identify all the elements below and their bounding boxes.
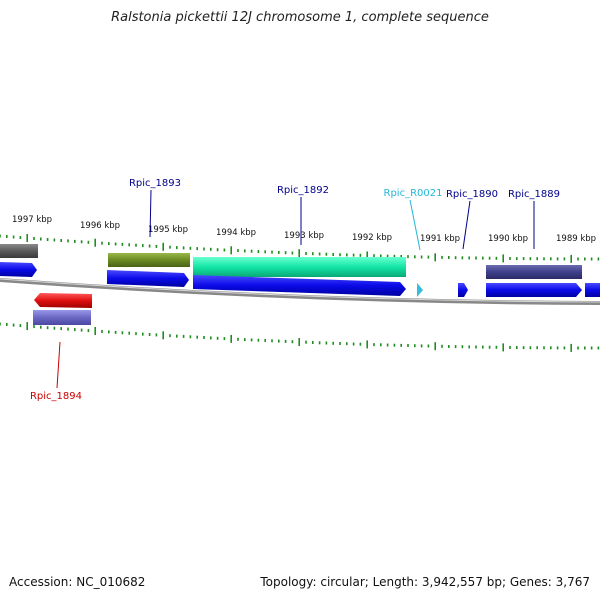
tick-label-1991: 1991 kbp bbox=[420, 234, 460, 244]
leader-rpic-r0021 bbox=[409, 199, 421, 251]
backbone-circle bbox=[0, 278, 600, 305]
tick-row-inner bbox=[0, 322, 600, 352]
map-title: Ralstonia pickettii 12J chromosome 1, co… bbox=[111, 10, 489, 25]
backbone-highlight bbox=[0, 278, 600, 303]
cog-feature-green[interactable] bbox=[108, 253, 190, 267]
rna-arrow-r0021[interactable] bbox=[417, 283, 423, 297]
tick-row-outer bbox=[0, 234, 600, 263]
cog-feature-navy[interactable] bbox=[486, 265, 582, 279]
gene-label-rpic-r0021[interactable]: Rpic_R0021 bbox=[384, 188, 443, 199]
gene-label-rpic-1892[interactable]: Rpic_1892 bbox=[277, 185, 329, 196]
gene-label-rpic-1890[interactable]: Rpic_1890 bbox=[446, 189, 498, 200]
cds-arrow-1893[interactable] bbox=[107, 270, 189, 287]
tick-label-1989: 1989 kbp bbox=[556, 234, 596, 244]
gene-label-rpic-1894[interactable]: Rpic_1894 bbox=[30, 391, 82, 402]
cog-feature-teal[interactable] bbox=[193, 257, 406, 277]
tick-label-1992: 1992 kbp bbox=[352, 233, 392, 243]
cds-arrow-1890[interactable] bbox=[458, 283, 468, 297]
cog-feature-purple[interactable] bbox=[33, 310, 91, 325]
gene-label-rpic-1893[interactable]: Rpic_1893 bbox=[129, 178, 181, 189]
gene-label-rpic-1889[interactable]: Rpic_1889 bbox=[508, 189, 560, 200]
tick-label-1994: 1994 kbp bbox=[216, 228, 256, 238]
leader-rpic-1890 bbox=[462, 200, 471, 250]
cds-arrow-1888[interactable] bbox=[585, 283, 600, 297]
tick-label-1997: 1997 kbp bbox=[12, 215, 52, 225]
leader-rpic-1893 bbox=[149, 189, 152, 238]
cog-feature-gray[interactable] bbox=[0, 244, 38, 258]
tick-label-1995: 1995 kbp bbox=[148, 225, 188, 235]
leader-rpic-1894 bbox=[56, 341, 61, 389]
cds-arrow-1889[interactable] bbox=[486, 283, 582, 297]
tick-label-1990: 1990 kbp bbox=[488, 234, 528, 244]
cds-arrow-1892[interactable] bbox=[193, 275, 406, 296]
tick-label-1996: 1996 kbp bbox=[80, 221, 120, 231]
tick-label-1993: 1993 kbp bbox=[284, 231, 324, 241]
genome-summary: Topology: circular; Length: 3,942,557 bp… bbox=[260, 575, 590, 589]
cds-arrow-1894[interactable] bbox=[34, 293, 92, 308]
cds-arrow-1898[interactable] bbox=[0, 262, 37, 277]
accession-label: Accession: NC_010682 bbox=[9, 575, 146, 589]
